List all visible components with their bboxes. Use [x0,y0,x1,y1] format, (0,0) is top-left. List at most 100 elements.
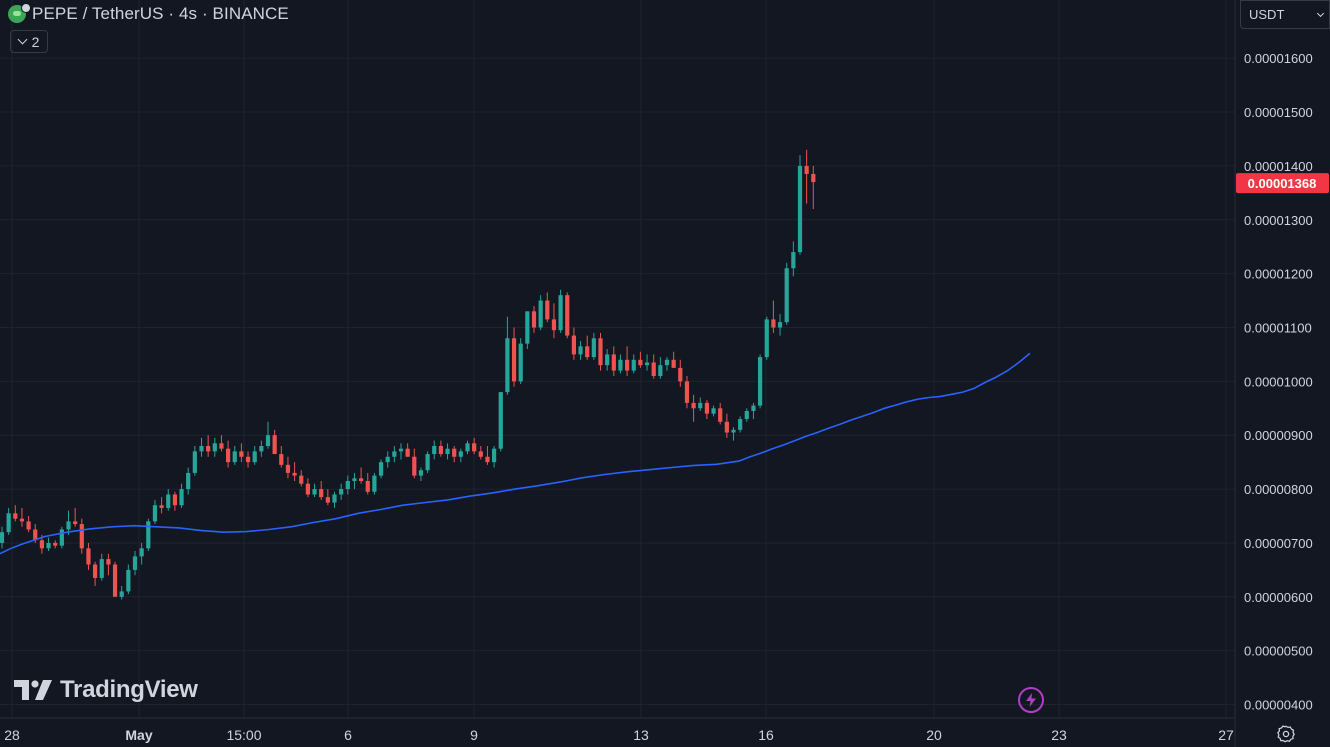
candle-body [658,365,663,376]
candle-body [525,311,530,344]
candle-body [212,443,217,452]
candle [585,335,590,360]
candle [565,292,570,339]
candle-body [279,454,284,465]
candle [718,402,723,425]
price-tick-label: 0.00000500 [1244,644,1313,659]
candle-body [392,451,397,457]
candle-body [219,443,224,449]
candle [638,351,643,368]
time-tick-label: 9 [470,727,478,743]
candle-body [684,381,690,403]
candle-body [664,359,670,366]
price-tick-label: 0.00000800 [1244,482,1313,497]
candle-body [252,451,257,463]
candle-body [458,451,463,457]
candle [498,392,503,452]
candle [79,518,84,554]
symbol-title[interactable]: PEPE / TetherUS · 4s · BINANCE [32,4,289,23]
candle-body [265,435,271,446]
price-axis[interactable]: 0.00001600 0.00001500 0.00001400 0.00001300… [1244,51,1313,712]
candle-body [545,300,550,320]
candle-body [232,451,237,463]
candle [99,553,104,581]
candle [545,292,550,323]
candle-body [784,268,789,323]
currency-select-value: USDT [1249,7,1285,22]
lightning-button[interactable] [1018,687,1044,713]
candle-body [478,451,483,457]
candle-body [505,338,510,393]
candle [239,443,244,463]
price-tick-label: 0.00000900 [1244,428,1313,443]
candle-body [691,402,696,409]
candle [73,507,78,527]
tradingview-logo-icon [14,680,52,700]
candle [292,462,297,482]
candle [132,551,138,576]
candle [192,445,197,476]
settings-button[interactable] [1276,724,1296,744]
candle-body [445,448,450,455]
candle [219,435,224,452]
candle [119,586,124,600]
candle-body [797,165,803,253]
indicators-toggle-button[interactable]: 2 [10,30,48,53]
candle-body [299,475,304,484]
candle [578,340,583,360]
tradingview-logo-text: TradingView [60,676,198,703]
price-tick-label: 0.00001500 [1244,105,1313,120]
candle-body [152,505,158,522]
candle [359,467,364,484]
candle-body [186,472,191,490]
candle-body [678,367,683,382]
candle-body [605,354,610,366]
candle-body [26,521,31,530]
price-tick-label: 0.00001300 [1244,213,1313,228]
candle [53,540,58,549]
exchange-badge-icon [21,3,31,13]
candle-body [777,322,783,328]
candle-body [751,405,756,411]
candle [305,478,310,498]
candle [571,327,576,360]
candle [738,416,743,433]
candle-body [319,489,324,498]
candle-body [538,300,543,328]
moving-average-line [0,352,1031,555]
candle-body [518,343,523,382]
candle-body [106,559,111,565]
candle-body [166,494,171,508]
candle-body [631,359,636,371]
candle-body [339,489,344,495]
candle-body [412,456,417,476]
candle-body [771,319,776,328]
chevron-down-icon [1316,9,1325,17]
price-tick-label: 0.00000400 [1244,698,1313,713]
time-tick-label: 6 [344,727,352,743]
candle [605,349,610,371]
candle [106,553,111,576]
candle-body [571,335,576,355]
time-tick-label: 20 [926,727,942,743]
time-tick-label: 13 [633,727,649,743]
candle [6,507,11,535]
time-axis[interactable]: 28 May 15:00 6 9 13 16 20 23 27 [4,727,1234,743]
price-tick-label: 0.00001000 [1244,374,1313,389]
candle-body [226,448,231,463]
time-tick-label: 16 [758,727,774,743]
time-tick-label: 28 [4,727,20,743]
candle [46,537,51,552]
candle [172,491,177,511]
candle [711,405,716,417]
candle-body [359,478,364,482]
candle [252,445,257,465]
tradingview-branding[interactable]: TradingView [14,676,198,704]
candle [724,413,729,438]
candle-body [126,569,131,592]
candle [385,451,390,468]
currency-select[interactable]: USDT [1240,0,1330,29]
time-tick-label: May [125,727,152,743]
